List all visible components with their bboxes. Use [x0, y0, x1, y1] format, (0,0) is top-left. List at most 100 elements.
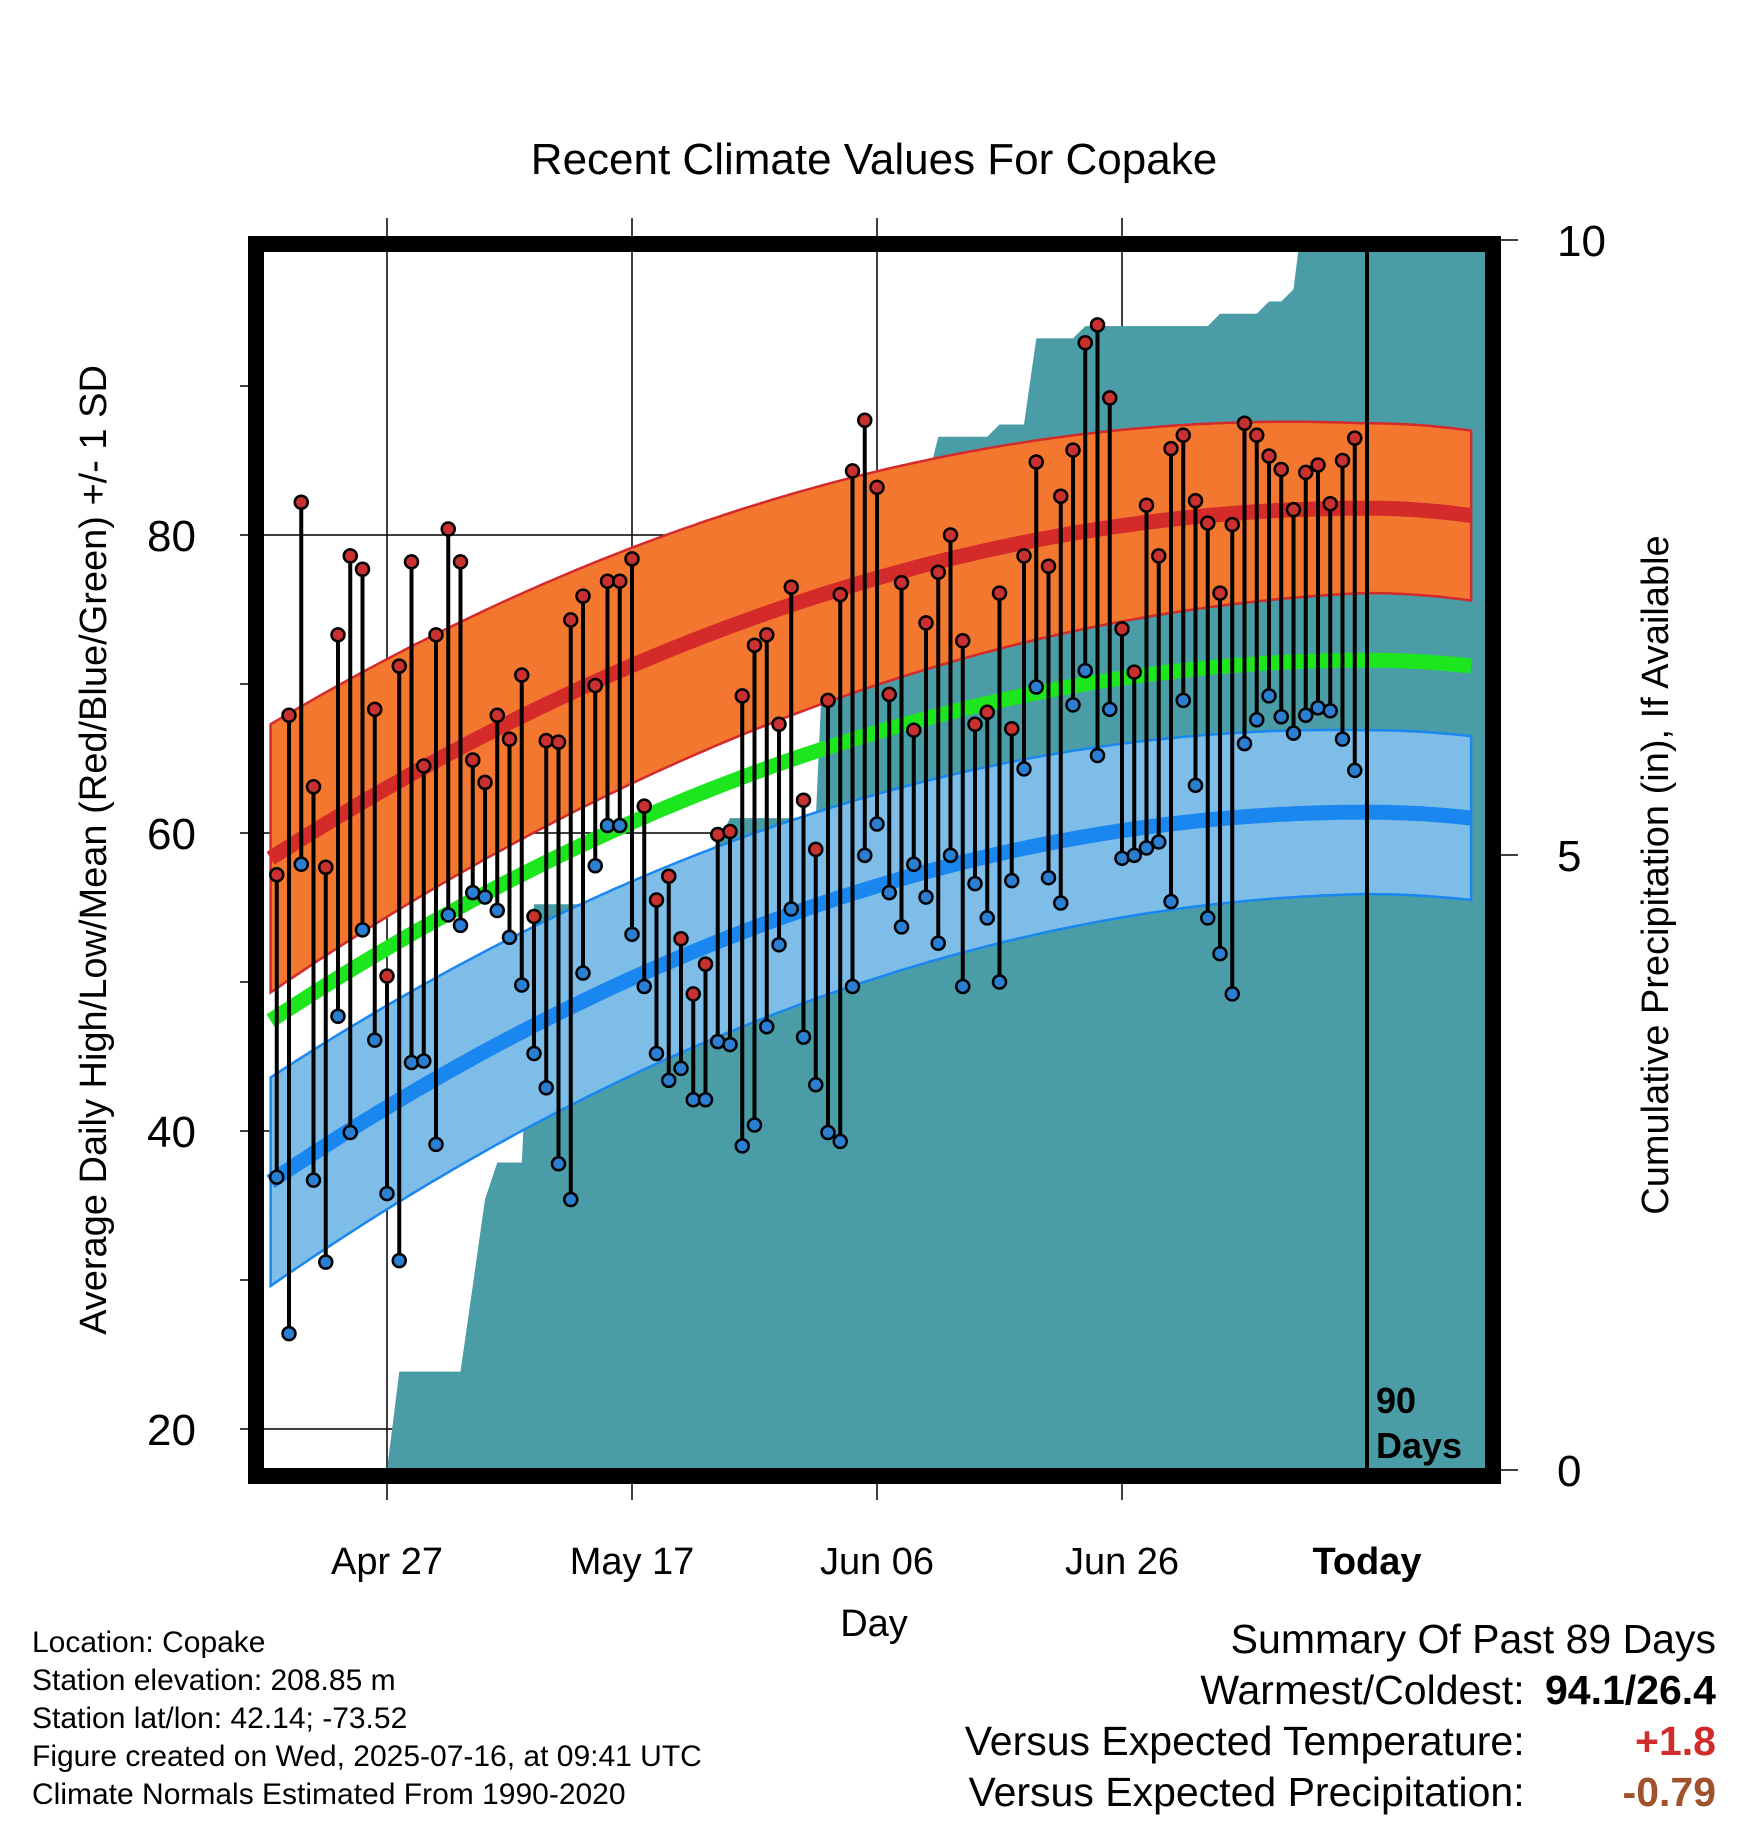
daily-high-point: [1077, 335, 1093, 351]
daily-low-point: [440, 907, 456, 923]
daily-low-point: [710, 1033, 726, 1050]
daily-high-point: [759, 627, 775, 643]
y-tick-label: 20: [147, 1406, 196, 1455]
daily-low-point: [1273, 709, 1289, 725]
daily-high-point: [354, 561, 371, 578]
daily-high-point: [1138, 497, 1155, 513]
daily-high-point: [857, 412, 873, 429]
daily-high-point: [1089, 317, 1106, 333]
daily-high-point: [820, 692, 836, 709]
daily-low-point: [428, 1136, 444, 1153]
daily-low-point: [1151, 834, 1167, 850]
daily-high-point: [305, 779, 322, 795]
daily-high-point: [636, 798, 652, 814]
daily-high-point: [563, 612, 579, 628]
summary-warmest-row: Warmest/Coldest: 94.1/26.4: [965, 1665, 1716, 1716]
daily-low-point: [550, 1156, 567, 1172]
daily-low-point: [893, 919, 910, 935]
today-marker-label-2: Days: [1376, 1425, 1462, 1466]
daily-low-point: [1028, 679, 1044, 695]
chart-title: Recent Climate Values For Copake: [531, 135, 1217, 184]
daily-high-point: [685, 986, 701, 1002]
daily-low-point: [942, 847, 959, 864]
daily-high-point: [930, 564, 946, 580]
x-tick-label: Apr 27: [331, 1541, 443, 1583]
daily-low-point: [1004, 872, 1020, 889]
daily-high-point: [1347, 430, 1363, 446]
daily-high-point: [1334, 452, 1351, 469]
daily-low-point: [820, 1124, 836, 1141]
daily-low-point: [661, 1072, 677, 1089]
info-created: Figure created on Wed, 2025-07-16, at 09…: [32, 1740, 702, 1773]
daily-low-point: [305, 1172, 322, 1188]
daily-low-point: [452, 917, 469, 934]
daily-low-point: [501, 929, 518, 946]
summary-panel: Summary Of Past 89 Days Warmest/Coldest:…: [965, 1614, 1716, 1818]
daily-low-point: [293, 856, 309, 873]
daily-high-point: [1298, 464, 1314, 481]
daily-low-point: [612, 817, 628, 834]
daily-high-point: [1102, 390, 1118, 406]
daily-high-point: [575, 588, 591, 604]
daily-low-point: [722, 1036, 738, 1053]
daily-low-point: [1285, 725, 1302, 741]
daily-low-point: [991, 974, 1008, 990]
normal-high-line: [266, 500, 1473, 865]
daily-low-point: [1089, 747, 1106, 764]
daily-low-point: [1114, 850, 1130, 867]
summary-heading: Summary Of Past 89 Days: [1230, 1616, 1716, 1662]
daily-low-point: [1138, 840, 1155, 856]
daily-high-point: [734, 688, 750, 704]
daily-low-point: [514, 977, 530, 993]
today-marker-label-1: 90: [1376, 1380, 1416, 1421]
daily-high-point: [746, 637, 763, 654]
daily-low-point: [881, 884, 897, 901]
daily-low-point: [1310, 700, 1326, 716]
daily-high-point: [391, 658, 407, 674]
daily-high-point: [1114, 621, 1130, 637]
daily-low-point: [832, 1133, 848, 1150]
info-location: Location: Copake: [32, 1626, 266, 1659]
daily-high-point: [1126, 664, 1142, 680]
daily-high-point: [942, 527, 959, 543]
daily-low-point: [526, 1045, 542, 1062]
axes-layer: 20 40 60 80 Average Daily High/Low/Mean (Red…: [73, 217, 1677, 1645]
daily-high-point: [673, 931, 689, 947]
daily-high-point: [1040, 558, 1057, 575]
daily-high-point: [416, 758, 432, 774]
daily-high-point: [1249, 427, 1265, 443]
daily-high-point: [697, 956, 714, 972]
normal-mean-line: [266, 652, 1472, 1028]
daily-low-point: [1175, 692, 1191, 709]
daily-high-point: [1004, 720, 1020, 737]
daily-low-point: [771, 937, 787, 953]
y2-axis-title: Cumulative Precipitation (in), If Availa…: [1635, 535, 1677, 1214]
daily-high-point: [783, 579, 799, 595]
warmest-value: 94.1/26.4: [1545, 1667, 1716, 1713]
daily-low-point: [1347, 762, 1363, 779]
daily-high-point: [1224, 516, 1240, 533]
daily-high-point: [624, 551, 640, 567]
daily-high-point: [330, 627, 346, 643]
daily-low-point: [918, 889, 934, 905]
daily-low-point: [330, 1008, 346, 1025]
daily-high-point: [771, 716, 787, 732]
daily-low-point: [636, 978, 652, 995]
daily-low-point: [477, 889, 493, 905]
daily-high-point: [881, 686, 897, 703]
daily-high-point: [1053, 488, 1069, 505]
daily-high-point: [991, 585, 1008, 601]
daily-low-point: [1016, 761, 1032, 777]
daily-low-point: [955, 978, 971, 995]
daily-low-point: [783, 901, 799, 917]
y2-tick-label: 0: [1557, 1447, 1581, 1496]
daily-high-point: [918, 615, 934, 631]
y-tick-label: 60: [147, 810, 196, 859]
daily-high-point: [1212, 585, 1228, 601]
daily-low-point: [795, 1029, 812, 1045]
daily-high-point: [1028, 454, 1044, 470]
daily-high-point: [648, 892, 665, 908]
daily-high-point: [1310, 457, 1326, 473]
daily-high-point: [1285, 501, 1302, 518]
